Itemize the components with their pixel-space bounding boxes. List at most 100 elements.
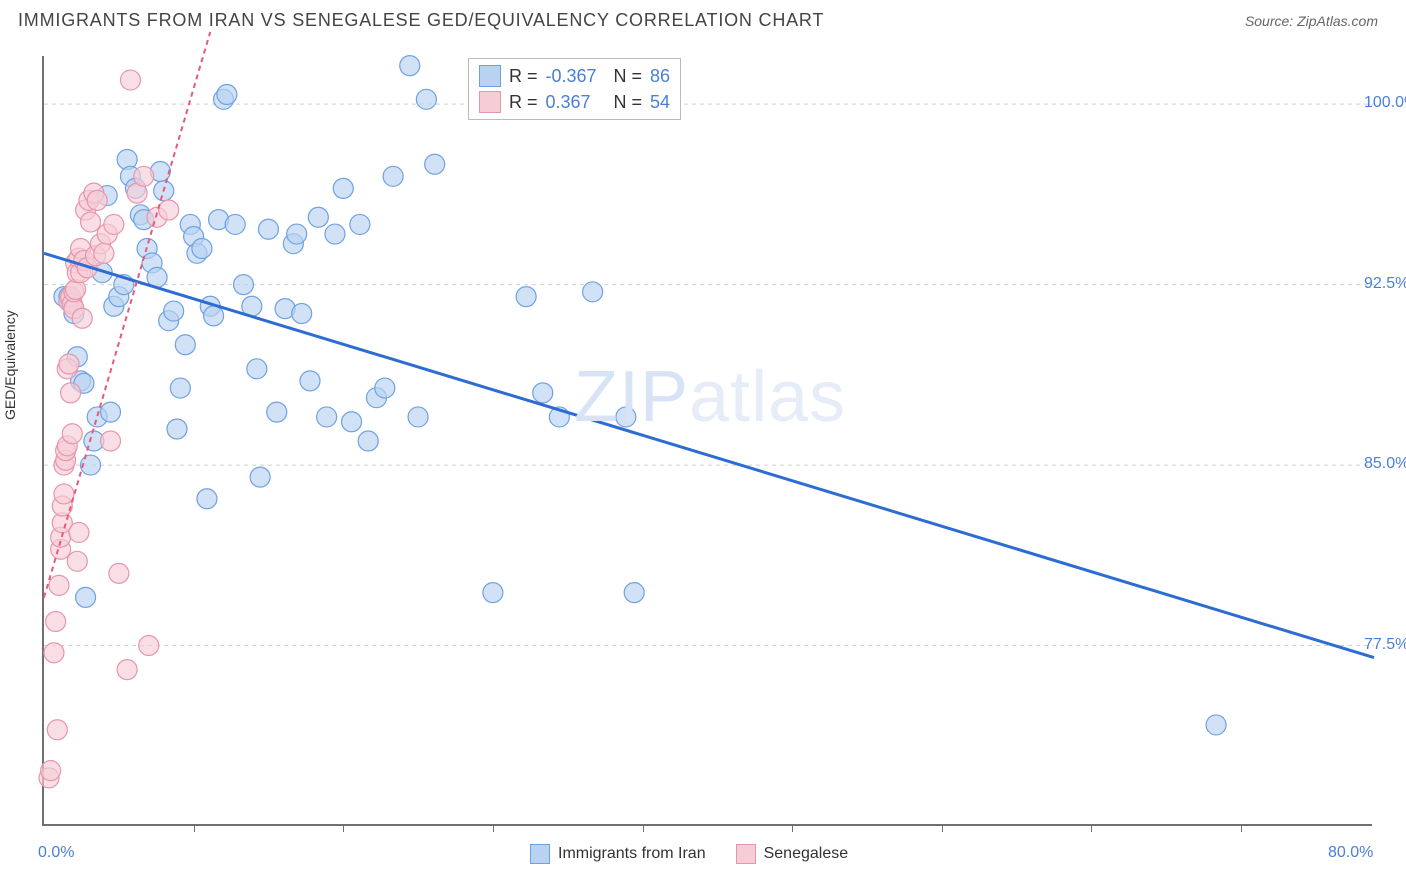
data-point [44, 643, 64, 663]
data-point [159, 200, 179, 220]
r-label: R = [509, 92, 538, 113]
y-axis-label: GED/Equivalency [2, 310, 18, 420]
legend-stats: R = -0.367 N = 86R = 0.367 N = 54 [468, 58, 681, 120]
legend-swatch [479, 91, 501, 113]
data-point [117, 660, 137, 680]
legend-series-label: Immigrants from Iran [558, 845, 706, 863]
data-point [425, 154, 445, 174]
data-point [1206, 715, 1226, 735]
chart-plot-area: ZIPatlas R =-0.367N =86R = 0.367N =54 77… [42, 56, 1372, 826]
data-point [247, 359, 267, 379]
n-value: 86 [650, 66, 670, 87]
data-point [416, 89, 436, 109]
x-tick-mark [1091, 824, 1092, 832]
data-point [104, 214, 124, 234]
data-point [287, 224, 307, 244]
legend-series-item: Immigrants from Iran [530, 844, 706, 864]
x-tick-mark [493, 824, 494, 832]
data-point [250, 467, 270, 487]
chart-title: IMMIGRANTS FROM IRAN VS SENEGALESE GED/E… [18, 10, 824, 31]
data-point [54, 484, 74, 504]
data-point [170, 378, 190, 398]
data-point [46, 611, 66, 631]
data-point [483, 583, 503, 603]
trend-line [44, 253, 1374, 657]
data-point [258, 219, 278, 239]
data-point [400, 56, 420, 76]
r-value: -0.367 [546, 66, 606, 87]
x-tick-label: 80.0% [1328, 844, 1373, 862]
data-point [76, 587, 96, 607]
data-point [175, 335, 195, 355]
data-point [217, 85, 237, 105]
n-label: N = [614, 92, 643, 113]
data-point [49, 575, 69, 595]
data-point [292, 303, 312, 323]
data-point [516, 287, 536, 307]
chart-svg [44, 56, 1372, 824]
data-point [101, 431, 121, 451]
data-point [375, 378, 395, 398]
y-tick-label: 92.5% [1364, 275, 1406, 293]
chart-header: IMMIGRANTS FROM IRAN VS SENEGALESE GED/E… [0, 0, 1406, 37]
data-point [109, 563, 129, 583]
x-tick-mark [1241, 824, 1242, 832]
x-tick-label: 0.0% [38, 844, 74, 862]
data-point [616, 407, 636, 427]
data-point [383, 166, 403, 186]
legend-series: Immigrants from Iran Senegalese [530, 844, 848, 864]
x-tick-mark [343, 824, 344, 832]
data-point [267, 402, 287, 422]
x-tick-mark [643, 824, 644, 832]
data-point [342, 412, 362, 432]
data-point [533, 383, 553, 403]
legend-swatch [736, 844, 756, 864]
legend-stats-row: R = 0.367 N = 54 [479, 89, 670, 115]
data-point [41, 761, 61, 781]
data-point [583, 282, 603, 302]
legend-swatch [530, 844, 550, 864]
x-tick-mark [194, 824, 195, 832]
data-point [300, 371, 320, 391]
data-point [325, 224, 345, 244]
legend-series-item: Senegalese [736, 844, 849, 864]
data-point [61, 383, 81, 403]
legend-swatch [479, 65, 501, 87]
data-point [81, 212, 101, 232]
y-tick-label: 77.5% [1364, 636, 1406, 654]
data-point [308, 207, 328, 227]
data-point [62, 424, 82, 444]
data-point [350, 214, 370, 234]
data-point [333, 178, 353, 198]
data-point [204, 306, 224, 326]
n-value: 54 [650, 92, 670, 113]
data-point [134, 166, 154, 186]
data-point [139, 636, 159, 656]
data-point [317, 407, 337, 427]
data-point [47, 720, 67, 740]
data-point [192, 239, 212, 259]
data-point [167, 419, 187, 439]
data-point [624, 583, 644, 603]
data-point [164, 301, 184, 321]
y-tick-label: 85.0% [1364, 455, 1406, 473]
data-point [87, 190, 107, 210]
data-point [197, 489, 217, 509]
n-label: N = [614, 66, 643, 87]
r-value: 0.367 [546, 92, 606, 113]
legend-stats-row: R =-0.367N =86 [479, 63, 670, 89]
x-tick-mark [792, 824, 793, 832]
data-point [72, 308, 92, 328]
legend-series-label: Senegalese [764, 845, 849, 863]
chart-source: Source: ZipAtlas.com [1245, 13, 1378, 29]
data-point [225, 214, 245, 234]
data-point [408, 407, 428, 427]
data-point [101, 402, 121, 422]
data-point [94, 243, 114, 263]
data-point [69, 522, 89, 542]
data-point [120, 70, 140, 90]
y-tick-label: 100.0% [1364, 94, 1406, 112]
data-point [234, 275, 254, 295]
data-point [67, 551, 87, 571]
data-point [59, 354, 79, 374]
